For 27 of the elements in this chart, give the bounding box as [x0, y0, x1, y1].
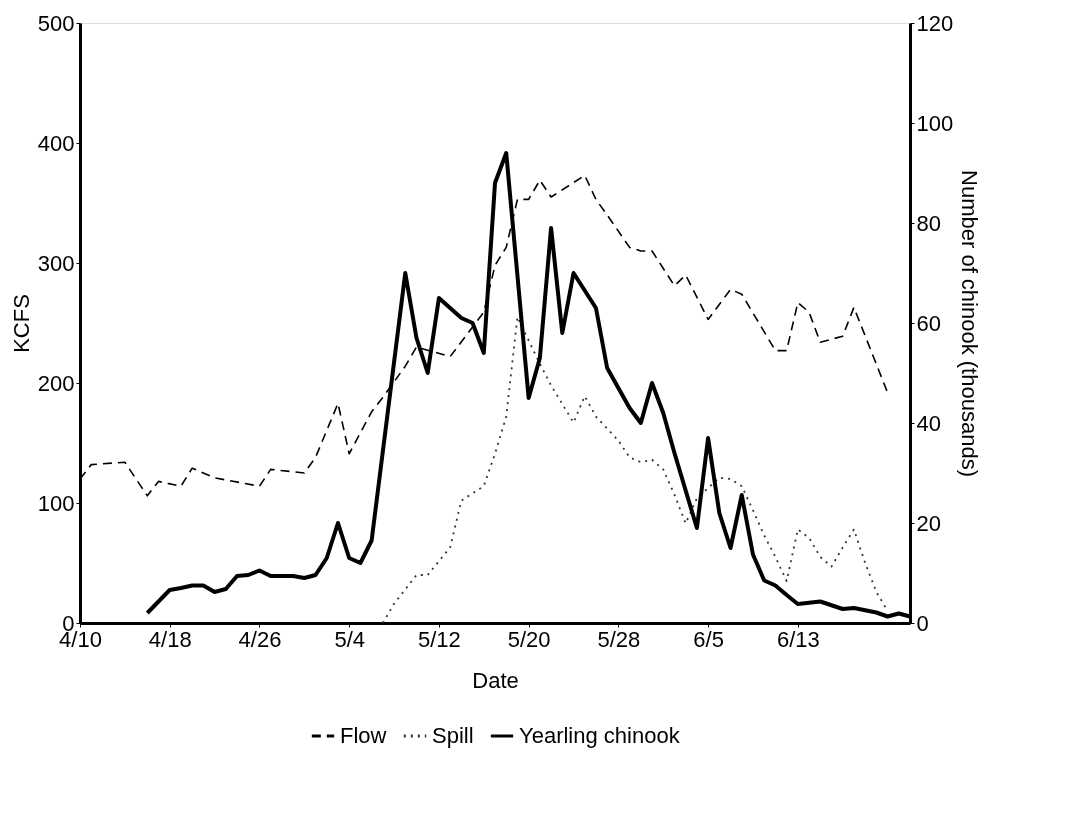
- legend-label: Flow: [340, 723, 387, 748]
- y2-tick-label: 40: [916, 410, 941, 436]
- y-tick-label: 500: [37, 10, 75, 36]
- x-tick-label: 5/28: [597, 626, 641, 652]
- y2-tick-label: 0: [916, 610, 929, 636]
- y2-tick-label: 20: [916, 510, 941, 536]
- y-tick-label: 100: [37, 490, 75, 516]
- y2-tick-label: 100: [916, 110, 954, 136]
- x-tick-label: 6/5: [693, 626, 724, 652]
- legend-label: Spill: [432, 723, 474, 748]
- x-tick-label: 4/26: [238, 626, 282, 652]
- x-axis-title: Date: [472, 667, 519, 693]
- line-series: [381, 316, 889, 624]
- y2-tick-label: 120: [916, 10, 954, 36]
- y2-tick-label: 80: [916, 210, 941, 236]
- x-tick-label: 4/18: [148, 626, 192, 652]
- x-tick-label: 5/20: [507, 626, 551, 652]
- y-tick-label: 400: [37, 130, 75, 156]
- x-tick-label: 5/12: [418, 626, 461, 652]
- x-tick-label: 5/4: [334, 626, 365, 652]
- y-tick-label: 300: [37, 250, 75, 276]
- y-axis-title: KCFS: [8, 294, 34, 353]
- x-tick-label: 6/13: [776, 626, 820, 652]
- y-tick-label: 200: [37, 370, 75, 396]
- y2-tick-label: 60: [916, 310, 941, 336]
- legend-label: Yearling chinook: [519, 723, 681, 748]
- y2-axis-title: Number of chinook (thousands): [957, 170, 983, 477]
